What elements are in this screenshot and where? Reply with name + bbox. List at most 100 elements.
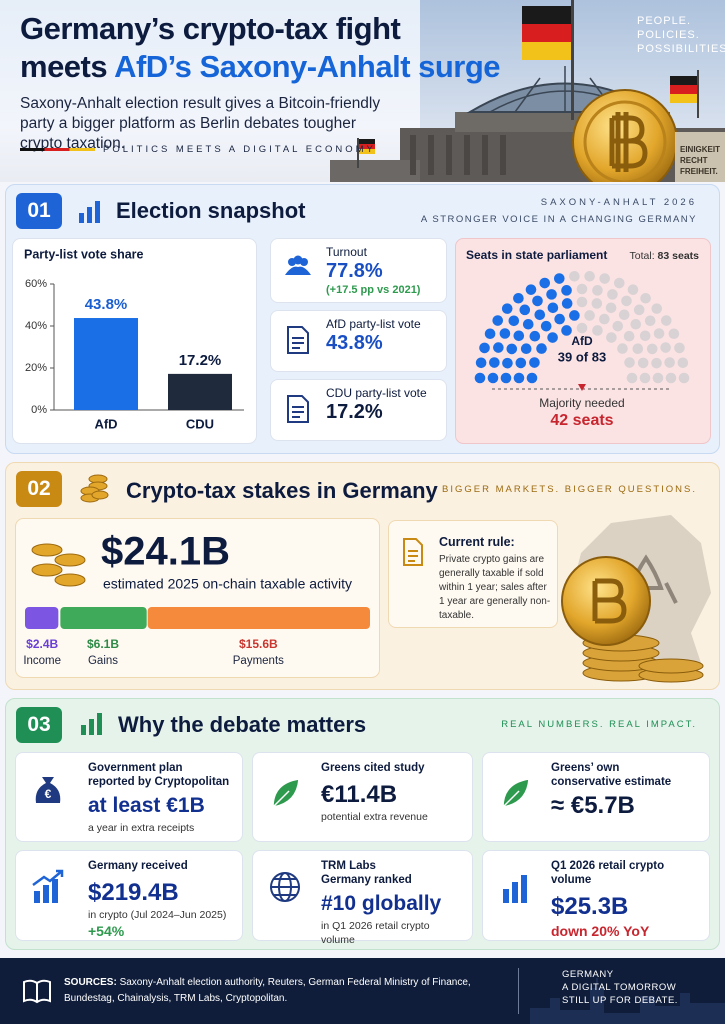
corner-line: PEOPLE. (637, 15, 692, 27)
map-coin-illustration (561, 515, 711, 683)
title-highlight: AfD’s Saxony-Anhalt surge (114, 49, 501, 84)
corner-text: PEOPLE. POLICIES. POSSIBILITIES. (637, 14, 725, 56)
card-figure: €11.4B (321, 781, 398, 808)
coin-icon (54, 553, 86, 567)
card-text: Greens cited study €11.4B potential extra … (321, 761, 466, 824)
section-kicker: BIGGER MARKETS. BIGGER QUESTIONS. (442, 484, 697, 495)
seat-other (584, 310, 595, 321)
seat-other (621, 295, 632, 307)
seat-party (534, 309, 546, 321)
stat-value: 17.2% (326, 401, 383, 423)
stat-label: AfD party-list vote (326, 317, 421, 331)
seat-other (633, 304, 645, 316)
rule-title: Current rule: (439, 535, 515, 549)
seat-other (599, 313, 610, 325)
bar (74, 318, 138, 410)
x-tick-label: CDU (186, 416, 214, 431)
y-tick-label: 20% (25, 362, 47, 374)
seat-other (632, 343, 644, 355)
seats-label: 39 of 83 (558, 349, 606, 364)
icon (497, 775, 533, 816)
majority-marker (578, 384, 586, 391)
seat-other (613, 277, 625, 289)
seat-party (513, 372, 525, 384)
icon-glyph (287, 395, 309, 423)
seat-other (644, 315, 656, 327)
icon-glyph (503, 875, 527, 903)
seat-other (646, 343, 658, 355)
seat-other (660, 342, 671, 353)
seat-other (618, 309, 630, 321)
icon-glyph (285, 255, 311, 275)
seat-party (526, 372, 538, 384)
rule-card: Current rule: Private crypto gains are g… (388, 520, 558, 628)
seat-other (639, 372, 651, 384)
seat-other (606, 332, 617, 343)
coin-icon (31, 563, 63, 577)
section-number: 03 (16, 707, 62, 743)
seat-party (508, 315, 520, 327)
card-heading: TRM Labs (321, 860, 376, 872)
card-text: Germany received $219.4B in crypto (Jul 20… (88, 859, 236, 941)
icon (80, 474, 109, 503)
icon-glyph (270, 872, 300, 902)
footer: SOURCES: Saxony-Anhalt election authorit… (0, 958, 725, 1024)
seat-party (554, 273, 565, 284)
value-label: 17.2% (179, 352, 222, 369)
seat-other (624, 357, 635, 368)
total-prefix: Total: (630, 250, 655, 262)
seat-other (599, 273, 610, 284)
divider (518, 968, 519, 1014)
card-extra: down 20% YoY (551, 923, 650, 939)
fact-card: Q1 2026 retail crypto volume $25.3B down 2… (482, 850, 710, 941)
title-line: meets AfD’s Saxony-Anhalt surge (20, 48, 501, 86)
card-heading: Greens cited study (321, 762, 425, 774)
seat-other (592, 325, 603, 336)
seat-other (674, 342, 685, 354)
seat-other (592, 285, 603, 296)
seat-other (637, 357, 649, 369)
icon (283, 394, 313, 429)
svg-text:€: € (45, 787, 52, 801)
party-label: AfD (571, 334, 593, 348)
sources-text: Saxony-Anhalt election authority, Reuter… (64, 977, 471, 1004)
icon: € (30, 771, 66, 812)
sign-line: FREIHEIT. (680, 167, 718, 176)
corner-line: POLICIES. (637, 29, 700, 41)
fact-card: Greens’ own conservative estimate ≈ €5.7B (482, 752, 710, 842)
section-title: Election snapshot (116, 198, 306, 223)
seat-party (547, 302, 559, 314)
seat-party (547, 332, 558, 343)
seat-other (576, 296, 588, 308)
seat-party (500, 372, 512, 384)
icon (267, 775, 303, 816)
card-text: Q1 2026 retail crypto volume $25.3B down 2… (551, 859, 703, 941)
stat-value: 43.8% (326, 332, 383, 354)
seat-other (612, 320, 624, 332)
skyline (530, 978, 725, 1024)
seat-other (651, 303, 663, 314)
fact-card: Greens cited study €11.4B potential extra … (252, 752, 473, 842)
sources-label: SOURCES: (64, 977, 117, 988)
tagline: POLITICS MEETS A DIGITAL ECONOMY (103, 144, 376, 155)
seat-party (506, 343, 518, 355)
seat-other (617, 343, 628, 354)
seat-other (576, 283, 588, 295)
icon (30, 869, 66, 910)
card-heading: Q1 2026 retail crypto volume (551, 860, 665, 886)
seat-party (522, 318, 534, 330)
seat-party (569, 310, 580, 321)
seat-party (493, 342, 504, 353)
seat-party (520, 343, 532, 355)
section-kicker: REAL NUMBERS. REAL IMPACT. (501, 719, 697, 730)
card-figure: $25.3B (551, 893, 629, 920)
seat-party (561, 298, 573, 309)
stat-value: 77.8% (326, 260, 383, 282)
card-heading: Germany ranked (321, 874, 412, 886)
value-label: $15.6B (239, 637, 278, 651)
icon-glyph (272, 778, 300, 808)
card-note: in crypto (Jul 2024–Jun 2025) (88, 909, 227, 921)
fact-card: TRM Labs Germany ranked #10 globally in Q1 … (252, 850, 473, 946)
card-text: TRM Labs Germany ranked #10 globally in Q1 … (321, 859, 466, 947)
